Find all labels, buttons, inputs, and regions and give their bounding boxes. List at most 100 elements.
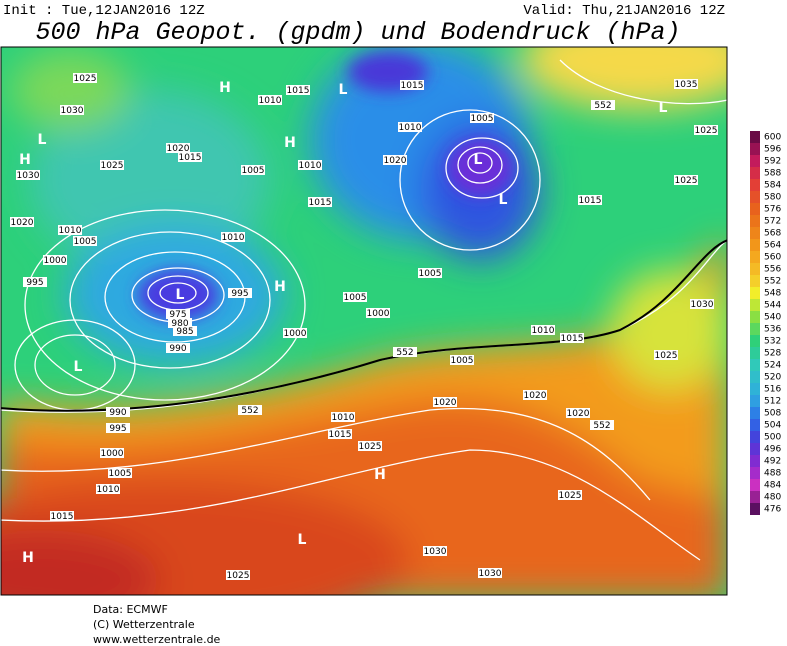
pressure-center: H xyxy=(219,80,231,96)
colorbar-swatch xyxy=(750,287,760,299)
isobar-label: 1025 xyxy=(227,571,250,581)
label-bg xyxy=(106,407,130,417)
colorbar-label: 552 xyxy=(764,277,781,287)
colorbar-swatch xyxy=(750,299,760,311)
colorbar-swatch xyxy=(750,431,760,443)
label-bg xyxy=(654,350,678,360)
colorbar-swatch xyxy=(750,467,760,479)
label-bg xyxy=(298,160,322,170)
colorbar-swatch xyxy=(750,395,760,407)
colorbar-label: 564 xyxy=(764,241,781,251)
label-bg xyxy=(43,255,67,265)
colorbar-label: 476 xyxy=(764,505,781,515)
isobar-label: 1000 xyxy=(367,309,390,319)
colorbar-label: 524 xyxy=(764,361,781,371)
colorbar-label: 500 xyxy=(764,433,781,443)
pressure-center: L xyxy=(499,192,508,208)
isobar-label: 1025 xyxy=(559,491,582,501)
isobar-label: 1020 xyxy=(434,398,457,408)
label-bg xyxy=(531,325,555,335)
label-bg xyxy=(694,125,718,135)
label-bg xyxy=(226,570,250,580)
isobar-label: 1005 xyxy=(109,469,132,479)
colorbar-label: 560 xyxy=(764,253,781,263)
colorbar-label: 572 xyxy=(764,217,781,227)
pressure-center: L xyxy=(38,132,47,148)
colorbar-swatch xyxy=(750,323,760,335)
isobar-label: 1010 xyxy=(97,485,120,495)
isobar-label: 1015 xyxy=(401,81,424,91)
colorbar-label: 532 xyxy=(764,337,781,347)
isobar-label: 1010 xyxy=(299,161,322,171)
label-bg xyxy=(560,333,584,343)
isobar-label: 1005 xyxy=(344,293,367,303)
map-frame xyxy=(0,46,728,596)
label-bg xyxy=(343,292,367,302)
colorbar-swatch xyxy=(750,263,760,275)
isobar-label: 1005 xyxy=(451,356,474,366)
label-bg xyxy=(168,318,192,328)
label-bg xyxy=(418,268,442,278)
label-bg xyxy=(283,328,307,338)
isobar-label: 552 xyxy=(396,348,413,358)
label-bg xyxy=(58,225,82,235)
colorbar-swatch xyxy=(750,479,760,491)
map-title: 500 hPa Geopot. (gpdm) und Bodendruck (h… xyxy=(35,18,680,47)
isobar-label: 975 xyxy=(169,310,186,320)
label-bg xyxy=(106,423,130,433)
label-bg xyxy=(674,79,698,89)
label-bg xyxy=(470,113,494,123)
isobar-label: 1030 xyxy=(17,171,40,181)
label-bg xyxy=(100,448,124,458)
colorbar-label: 516 xyxy=(764,385,781,395)
isobar-label: 1035 xyxy=(675,80,698,90)
isobar-label: 1025 xyxy=(655,351,678,361)
label-bg xyxy=(478,568,502,578)
colorbar-label: 592 xyxy=(764,157,781,167)
colorbar-label: 596 xyxy=(764,145,781,155)
isobar-label: 1025 xyxy=(101,161,124,171)
isobar-label: 1010 xyxy=(532,326,555,336)
label-bg xyxy=(393,347,417,357)
isobar-label: 1000 xyxy=(284,329,307,339)
isobar-label: 1005 xyxy=(242,166,265,176)
label-bg xyxy=(50,511,74,521)
colorbar-label: 580 xyxy=(764,193,781,203)
isobar-label: 990 xyxy=(109,408,126,418)
isobar-label: 1015 xyxy=(561,334,584,344)
label-bg xyxy=(258,95,282,105)
colorbar-swatch xyxy=(750,215,760,227)
valid-time: Valid: Thu,21JAN2016 12Z xyxy=(523,3,725,19)
label-bg xyxy=(23,277,47,287)
colorbar-label: 484 xyxy=(764,481,781,491)
colorbar-swatch xyxy=(750,191,760,203)
label-bg xyxy=(166,309,190,319)
label-bg xyxy=(73,73,97,83)
isobar-label: 1020 xyxy=(567,409,590,419)
colorbar-label: 588 xyxy=(764,169,781,179)
label-bg xyxy=(566,408,590,418)
label-bg xyxy=(383,155,407,165)
init-time: Init : Tue,12JAN2016 12Z xyxy=(3,3,205,19)
colorbar-label: 600 xyxy=(764,133,781,143)
label-bg xyxy=(400,80,424,90)
label-bg xyxy=(358,441,382,451)
pressure-center: H xyxy=(284,135,296,151)
colorbar-label: 512 xyxy=(764,397,781,407)
label-bg xyxy=(286,85,310,95)
colorbar-swatch xyxy=(750,419,760,431)
colorbar-label: 540 xyxy=(764,313,781,323)
label-bg xyxy=(73,236,97,246)
colorbar-label: 536 xyxy=(764,325,781,335)
label-bg xyxy=(690,299,714,309)
colorbar-label: 544 xyxy=(764,301,781,311)
pressure-center: H xyxy=(374,467,386,483)
colorbar-label: 568 xyxy=(764,229,781,239)
label-bg xyxy=(328,429,352,439)
colorbar-label: 576 xyxy=(764,205,781,215)
colorbar-swatch xyxy=(750,239,760,251)
label-bg xyxy=(578,195,602,205)
